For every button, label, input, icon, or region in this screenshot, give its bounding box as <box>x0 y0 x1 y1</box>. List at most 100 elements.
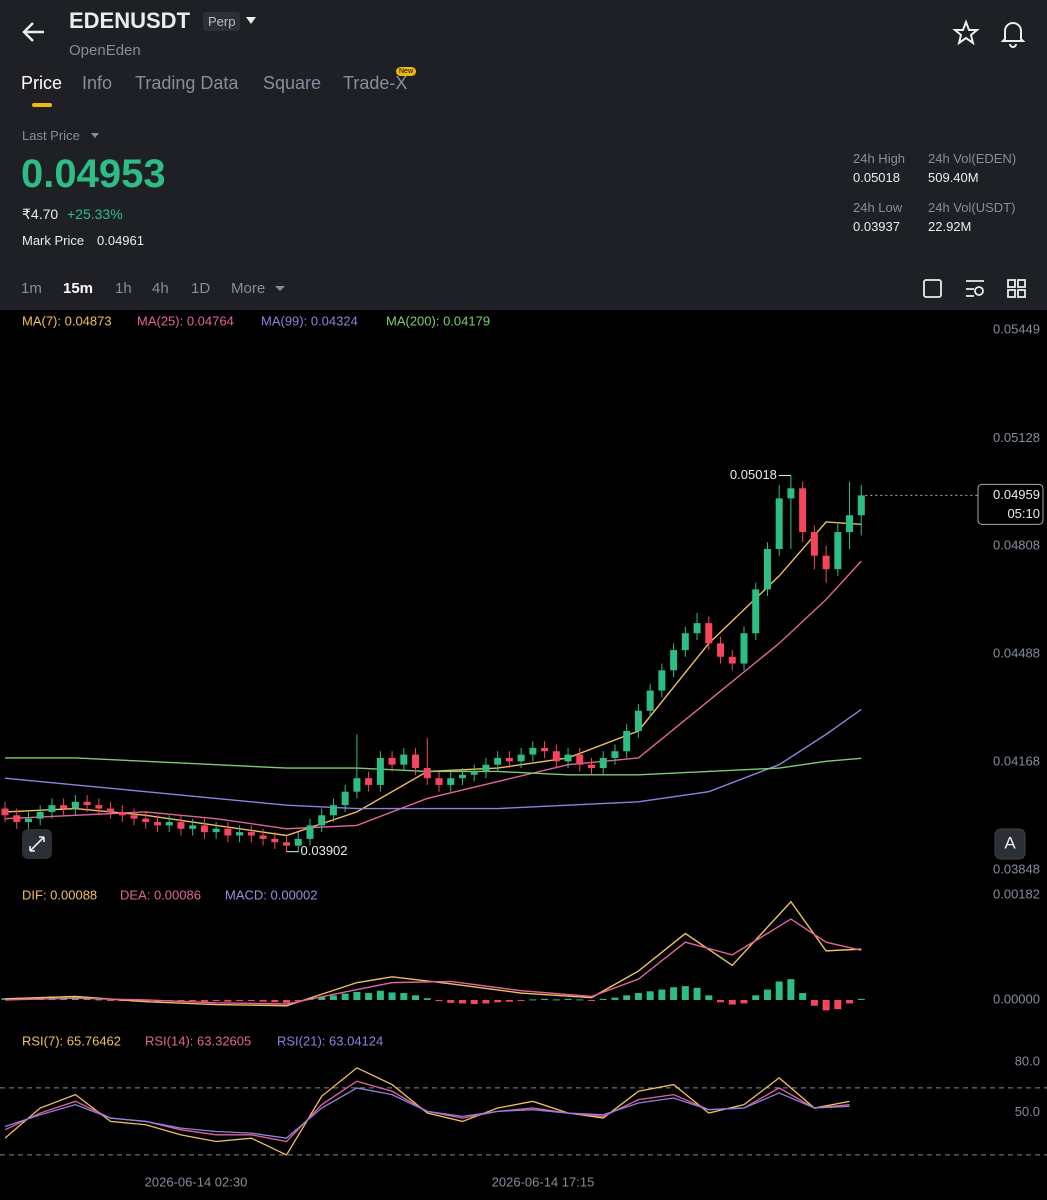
candle-body <box>24 818 32 823</box>
candle-body <box>247 832 255 836</box>
candle-body <box>775 498 783 549</box>
mark-price-label: Mark Price <box>22 233 85 248</box>
tab[interactable]: Square <box>263 73 322 93</box>
macd-bar <box>271 999 279 1003</box>
candle-body <box>376 757 384 785</box>
dropdown-icon[interactable] <box>246 17 256 24</box>
y-tick-label: 0.00182 <box>993 886 1040 901</box>
stat-value: 0.03937 <box>853 219 900 234</box>
interval[interactable]: More <box>231 280 266 297</box>
macd-bar <box>482 999 490 1004</box>
candle-body <box>541 747 549 752</box>
back-icon[interactable] <box>22 22 44 42</box>
stat-value: 22.92M <box>928 219 972 234</box>
price-change: +25.33% <box>67 206 123 222</box>
candle-body <box>189 825 197 829</box>
tab[interactable]: Price <box>21 73 63 93</box>
last-price-box <box>977 483 1044 525</box>
y-tick-label: 0.05128 <box>993 430 1040 445</box>
candle-body <box>646 690 654 711</box>
macd-bar <box>810 999 818 1006</box>
interval[interactable]: 4h <box>152 280 169 297</box>
candle-body <box>400 754 408 765</box>
candle-body <box>529 747 537 755</box>
symbol-name: OpenEden <box>69 42 141 59</box>
legend-entry: MA(99): 0.04324 <box>261 313 358 328</box>
dropdown-icon[interactable] <box>275 286 285 291</box>
candle-body <box>60 805 68 809</box>
candle-body <box>482 764 490 772</box>
candle-body <box>564 754 572 762</box>
candle-body <box>717 643 725 657</box>
macd-bar <box>752 995 760 1000</box>
candle-body <box>1 808 9 816</box>
macd-bar <box>458 999 466 1004</box>
tab-indicator <box>32 103 52 107</box>
candle-body <box>505 757 513 762</box>
macd-line <box>4 918 862 1005</box>
legend-entry: MA(25): 0.04764 <box>137 313 234 328</box>
chart-tool-icon[interactable] <box>923 279 942 298</box>
macd-bar <box>693 987 701 1000</box>
macd-bar <box>259 999 267 1002</box>
y-tick-label: 80.0 <box>1015 1054 1040 1069</box>
star-icon[interactable] <box>952 19 980 46</box>
chart-settings-icon[interactable] <box>966 280 984 297</box>
dropdown-icon[interactable] <box>91 133 99 138</box>
candle-body <box>458 774 466 779</box>
tab[interactable]: Trading Data <box>135 73 239 93</box>
candle-body <box>447 778 455 785</box>
high-label: 0.05018 <box>730 467 777 482</box>
macd-bar <box>552 999 560 1001</box>
candle-body <box>728 656 736 664</box>
candle-body <box>494 757 502 765</box>
candle-body <box>658 670 666 691</box>
auto-icon: A <box>1004 833 1016 852</box>
y-tick-label: 0.04488 <box>993 646 1040 661</box>
macd-bar <box>634 993 642 1000</box>
candle-body <box>435 778 443 785</box>
interval[interactable]: 1m <box>21 280 42 297</box>
layout-icon[interactable] <box>1007 279 1016 288</box>
macd-bar <box>435 999 443 1002</box>
candle-body <box>799 488 807 533</box>
tab[interactable]: Trade-X <box>343 73 408 93</box>
macd-bar <box>318 997 326 1000</box>
layout-icon[interactable] <box>1017 279 1026 288</box>
macd-bar <box>447 999 455 1003</box>
candle-body <box>857 495 865 516</box>
macd-bar <box>341 993 349 1000</box>
candle-body <box>517 754 525 762</box>
candle-body <box>48 805 56 812</box>
y-tick-label: 0.04808 <box>993 538 1040 553</box>
macd-bar <box>799 993 807 1000</box>
interval[interactable]: 1D <box>191 280 211 297</box>
stat-label: 24h Vol(USDT) <box>928 200 1016 215</box>
candle-body <box>283 842 291 846</box>
layout-icon[interactable] <box>1007 289 1016 298</box>
ma-line <box>4 560 862 830</box>
auto-button[interactable] <box>994 828 1026 860</box>
macd-bar <box>658 989 666 1000</box>
interval[interactable]: 15m <box>63 280 94 297</box>
candle-body <box>177 822 185 829</box>
tab[interactable]: Info <box>82 73 113 93</box>
candle-body <box>846 515 854 533</box>
macd-bar <box>107 999 115 1001</box>
interval[interactable]: 1h <box>115 280 132 297</box>
chart-settings-icon[interactable] <box>974 286 984 296</box>
candle-body <box>329 805 337 816</box>
macd-bar <box>705 995 713 1000</box>
macd-bar <box>529 999 537 1001</box>
candle-body <box>599 757 607 769</box>
candle-body <box>306 825 314 839</box>
macd-bar <box>247 999 255 1002</box>
candle-body <box>83 801 91 806</box>
bell-icon[interactable] <box>1000 22 1026 48</box>
legend-entry: DEA: 0.00086 <box>120 887 201 902</box>
candle-body <box>259 835 267 839</box>
layout-icon[interactable] <box>1017 289 1026 298</box>
rsi-line <box>4 1087 850 1139</box>
macd-bar <box>200 999 208 1002</box>
